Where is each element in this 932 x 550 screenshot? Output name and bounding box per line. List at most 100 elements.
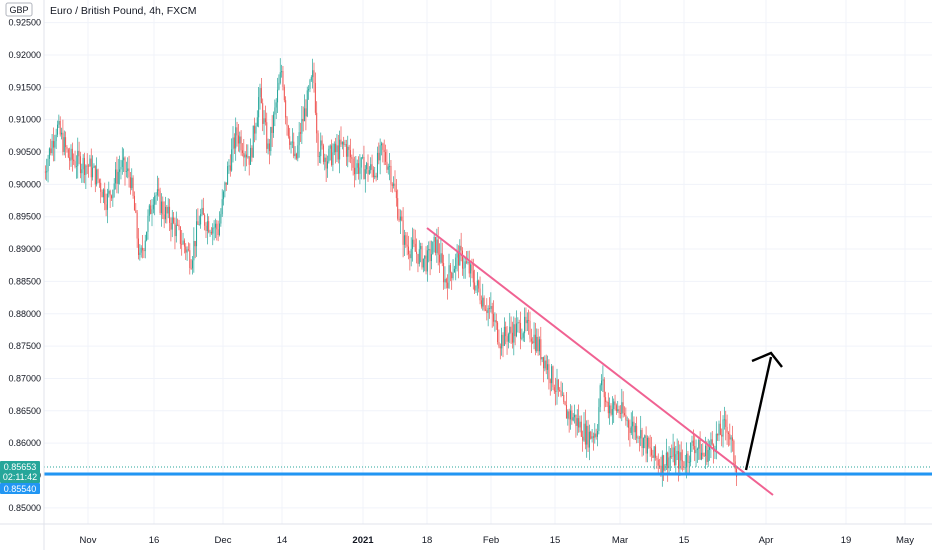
candle-body	[618, 409, 620, 414]
candle-body	[406, 244, 408, 247]
candle-body	[602, 379, 604, 381]
candle-body	[678, 450, 679, 469]
candle-body	[594, 433, 596, 438]
candle-body	[201, 207, 203, 215]
candle-body	[79, 156, 81, 174]
candle-body	[416, 251, 418, 254]
candle-body	[503, 326, 505, 346]
candle-body	[688, 462, 690, 463]
candle-body	[385, 152, 387, 162]
candle-body	[69, 157, 71, 161]
candle-body	[614, 401, 616, 406]
candle-body	[119, 169, 121, 172]
time-tick-label: Feb	[483, 535, 499, 546]
candle-body	[75, 166, 77, 167]
candle-body	[102, 189, 104, 198]
candle-body	[395, 190, 397, 199]
price-tick-label: 0.90500	[8, 147, 41, 157]
time-tick-label: 14	[277, 535, 288, 546]
candle-body	[676, 450, 678, 455]
candle-body	[660, 465, 662, 474]
candle-body	[694, 446, 696, 454]
candle-body	[333, 143, 335, 153]
candle-body	[456, 252, 458, 258]
candle-body	[124, 157, 126, 172]
candle-body	[193, 240, 195, 261]
candle-body	[387, 166, 389, 170]
candle-body	[143, 250, 145, 252]
candle-body	[227, 166, 229, 185]
candle-body	[50, 148, 52, 154]
candle-body	[52, 140, 54, 148]
descending-trendline[interactable]	[426, 227, 774, 496]
candle-body	[564, 401, 566, 406]
candle-body	[529, 320, 531, 339]
candle-body	[530, 338, 532, 342]
candle-body	[270, 126, 272, 152]
candle-body	[610, 405, 612, 415]
candle-body	[47, 158, 49, 172]
price-tick-label: 0.88000	[8, 309, 41, 319]
candle-body	[104, 189, 106, 205]
candle-body	[528, 320, 530, 321]
candle-body	[355, 167, 357, 175]
candle-body	[63, 137, 65, 152]
price-tick-label: 0.87000	[8, 373, 41, 383]
candle-body	[494, 320, 496, 322]
candle-body	[106, 193, 108, 210]
candle-body	[460, 245, 462, 251]
candle-body	[314, 82, 316, 113]
candle-body	[571, 410, 573, 421]
price-axis-labels: 0.92500 0.92000 0.91500 0.91000 0.90500 0.900…	[8, 18, 41, 513]
upward-arrow-drawing[interactable]	[744, 351, 783, 471]
candle-body	[607, 402, 609, 414]
candle-body	[690, 442, 692, 463]
candle-body	[700, 452, 702, 460]
candle-body	[354, 167, 355, 175]
candle-body	[189, 250, 191, 268]
candle-body	[305, 108, 307, 117]
candle-body	[133, 195, 135, 211]
candle-body	[557, 379, 559, 390]
candle-body	[349, 150, 351, 158]
candle-body	[699, 439, 701, 460]
candle-body	[705, 445, 706, 456]
candle-body	[366, 163, 368, 170]
candle-body	[89, 158, 91, 167]
currency-badge[interactable]	[5, 2, 33, 17]
candle-body	[609, 405, 611, 414]
candle-body	[208, 221, 210, 233]
candle-body	[310, 77, 312, 81]
candle-body	[429, 249, 431, 262]
candle-body	[105, 204, 107, 210]
candle-body	[78, 150, 80, 157]
candle-body	[390, 165, 392, 185]
time-tick-label: Mar	[612, 535, 628, 546]
candle-body	[236, 127, 238, 136]
candle-body	[629, 427, 631, 433]
candle-body	[347, 146, 349, 157]
candle-body	[452, 272, 454, 279]
candle-body	[113, 183, 115, 190]
candle-body	[645, 435, 647, 454]
candle-body	[386, 161, 388, 170]
candle-body	[435, 236, 436, 253]
candle-body	[177, 224, 179, 226]
last-price-badge: 0.85653 02:11:42	[0, 461, 40, 483]
candle-body	[144, 240, 146, 252]
candle-body	[274, 107, 276, 115]
candle-body	[524, 316, 526, 334]
candle-body	[370, 164, 372, 171]
candle-body	[375, 175, 377, 178]
candle-body	[206, 221, 208, 231]
candle-body	[471, 264, 473, 271]
candle-body	[549, 379, 551, 384]
candle-body	[644, 435, 646, 438]
candle-body	[59, 121, 61, 135]
candle-body	[46, 171, 48, 173]
candle-body	[306, 90, 308, 117]
candle-body	[702, 452, 704, 456]
candle-body	[433, 236, 435, 242]
candle-body	[281, 71, 283, 73]
